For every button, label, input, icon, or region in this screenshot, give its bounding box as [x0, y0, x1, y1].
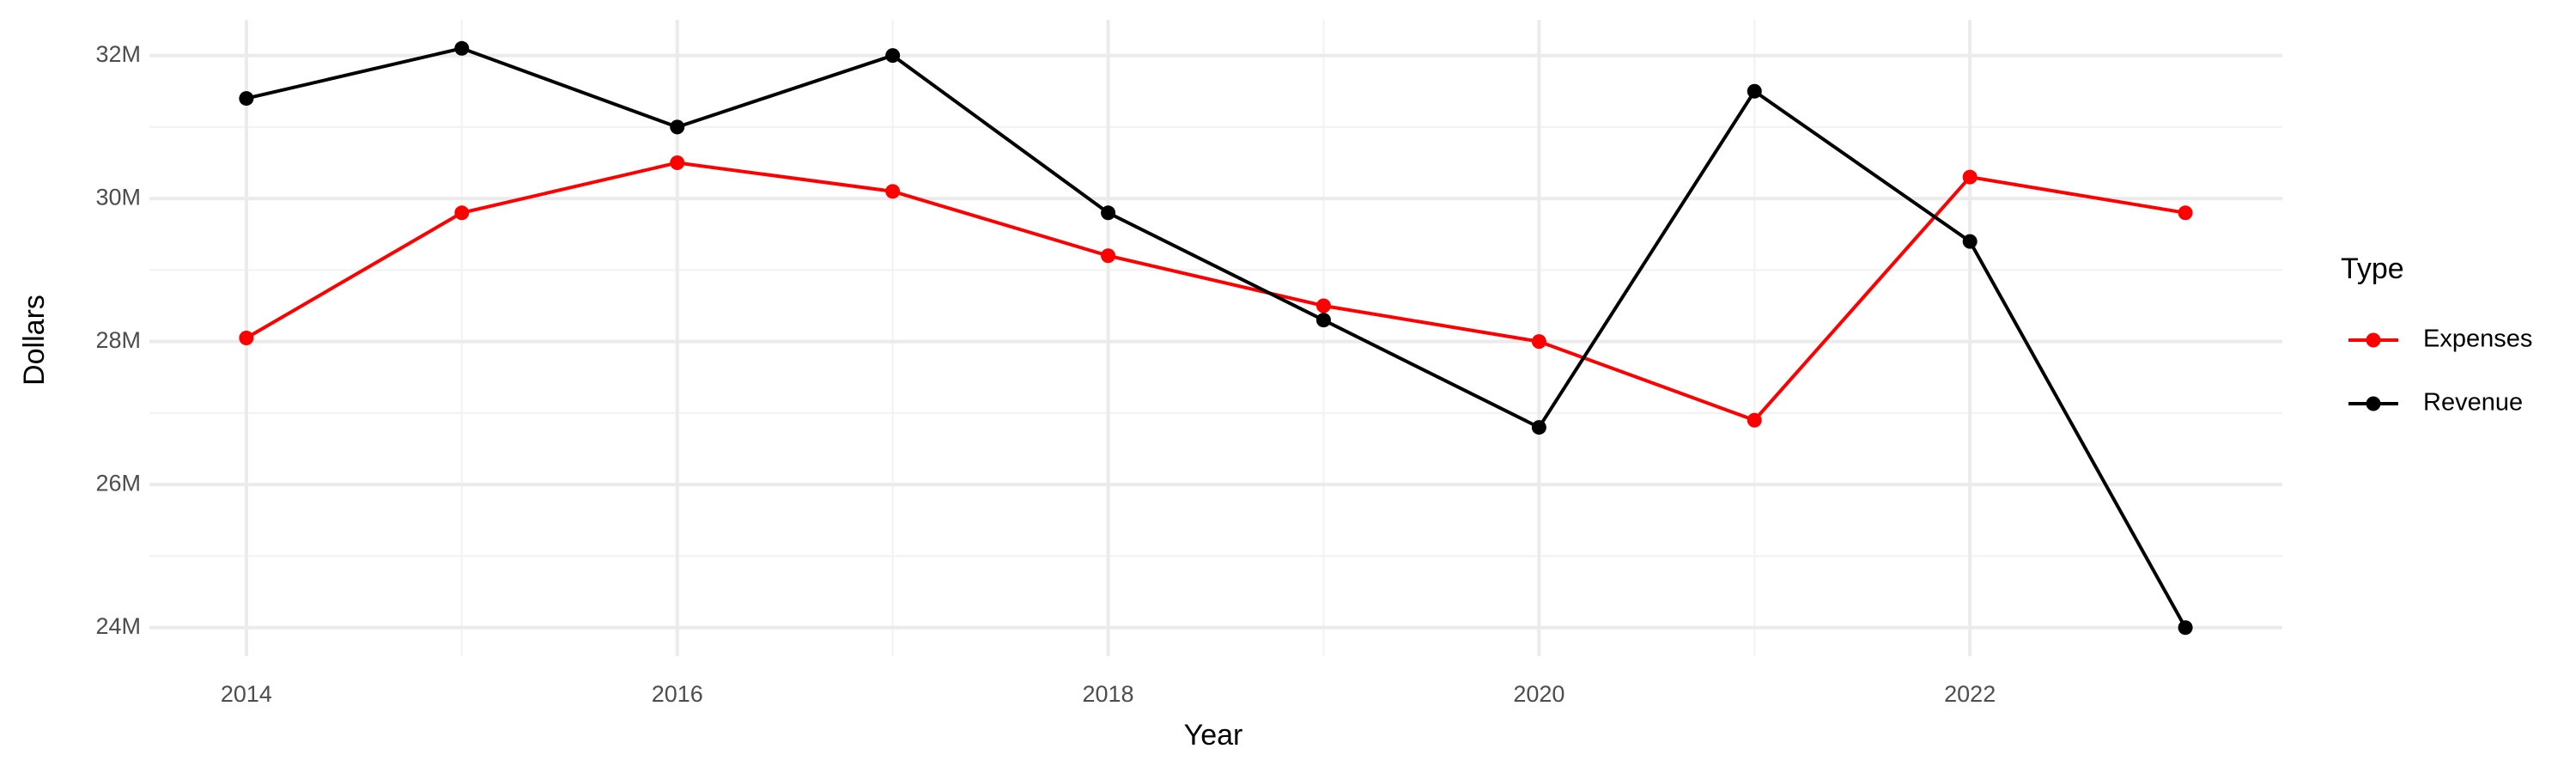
x-tick-label: 2020 — [1513, 681, 1564, 707]
legend-label: Revenue — [2423, 389, 2523, 417]
data-point — [1315, 298, 1331, 313]
data-point — [670, 119, 685, 135]
y-tick-label: 28M — [95, 327, 141, 353]
data-point — [239, 331, 254, 345]
x-axis-title: Year — [1184, 719, 1243, 752]
y-axis-title: Dollars — [18, 295, 51, 386]
data-point — [1315, 313, 1331, 328]
y-tick-label: 24M — [95, 613, 141, 639]
y-tick-label: 26M — [95, 470, 141, 496]
legend-key — [2366, 332, 2381, 348]
data-point — [2178, 205, 2193, 221]
data-point — [1747, 83, 1762, 99]
data-point — [2178, 620, 2193, 636]
data-point — [1962, 169, 1978, 185]
legend-title: Type — [2341, 253, 2404, 285]
series-line — [246, 46, 2187, 629]
data-point — [239, 91, 254, 107]
x-tick-label: 2018 — [1083, 681, 1134, 707]
x-tick-label: 2016 — [652, 681, 703, 707]
legend-key — [2366, 396, 2381, 411]
data-point — [454, 205, 470, 221]
data-point — [1101, 248, 1116, 264]
x-tick-label: 2022 — [1944, 681, 1996, 707]
legend-label: Expenses — [2423, 326, 2532, 353]
data-point — [454, 40, 470, 56]
y-tick-label: 30M — [95, 184, 141, 210]
x-tick-label: 2014 — [221, 681, 272, 707]
data-point — [670, 155, 685, 171]
series-line — [245, 161, 2186, 423]
data-point — [1531, 420, 1546, 435]
y-tick-label: 32M — [95, 41, 141, 67]
data-point — [1747, 412, 1762, 428]
data-point — [1101, 205, 1116, 221]
data-point — [1531, 334, 1546, 350]
data-point — [1962, 234, 1978, 249]
data-point — [885, 48, 901, 64]
data-point — [885, 184, 901, 199]
